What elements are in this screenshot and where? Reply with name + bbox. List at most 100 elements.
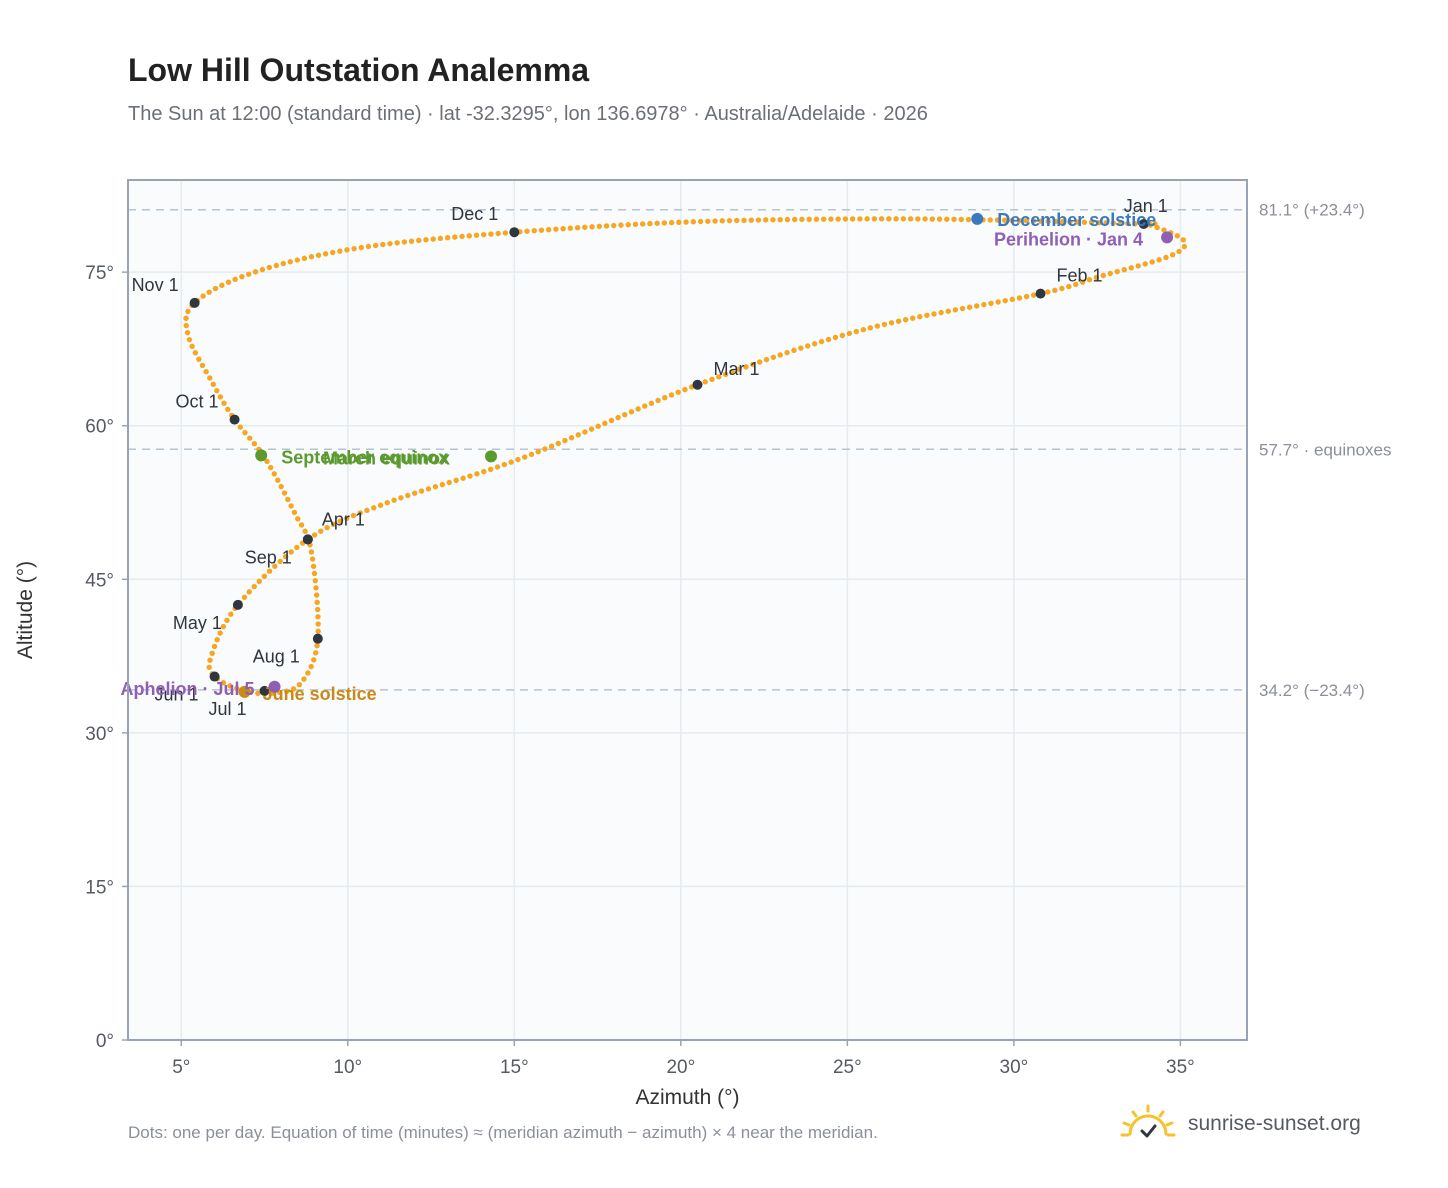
month-marker (232, 599, 243, 610)
daily-sun-dot (1030, 292, 1037, 298)
daily-sun-dot (239, 273, 245, 280)
daily-sun-dot (210, 381, 216, 388)
daily-sun-dot (839, 332, 846, 339)
daily-sun-dot (196, 356, 202, 362)
daily-sun-dot (661, 220, 668, 226)
daily-sun-dot (255, 690, 261, 696)
daily-sun-dot (1002, 297, 1008, 304)
daily-sun-dot (1103, 220, 1109, 226)
daily-sun-dot (207, 375, 213, 381)
daily-sun-dot (1059, 285, 1065, 292)
daily-sun-dot (625, 222, 631, 228)
daily-sun-dot (315, 252, 322, 258)
daily-sun-dot (467, 473, 473, 479)
daily-sun-dot (481, 231, 487, 238)
daily-sun-dot (278, 483, 284, 490)
daily-sun-dot (917, 314, 923, 320)
y-tick-label: 15° (85, 877, 114, 898)
daily-sun-dot (344, 515, 350, 522)
daily-sun-dot (974, 303, 980, 309)
daily-sun-dot (351, 245, 357, 252)
daily-sun-dot (799, 216, 805, 223)
daily-sun-dot (267, 464, 274, 471)
brand[interactable]: sunrise-sunset.org (1120, 1104, 1361, 1144)
daily-sun-dot (1107, 270, 1113, 277)
daily-sun-dot (1073, 281, 1079, 288)
daily-sun-dot (199, 362, 206, 369)
daily-sun-dot (910, 315, 916, 321)
daily-sun-dot (1023, 218, 1030, 224)
daily-sun-dot (654, 220, 660, 226)
event-label: September equinox (281, 447, 448, 467)
daily-sun-dot (750, 361, 756, 368)
daily-sun-dot (285, 496, 291, 503)
daily-sun-dot (288, 549, 294, 555)
daily-sun-dot (981, 301, 987, 308)
daily-sun-dot (538, 227, 545, 233)
daily-sun-dot (864, 216, 870, 222)
daily-sun-dot (1002, 217, 1008, 223)
chart-subtitle: The Sun at 12:00 (standard time) · lat -… (128, 103, 928, 125)
x-tick-label: 5° (172, 1057, 190, 1078)
month-label: Dec 1 (451, 204, 498, 224)
daily-sun-dot (1096, 219, 1102, 226)
daily-sun-dot (895, 318, 902, 324)
event-marker (268, 680, 281, 693)
daily-sun-dot (791, 216, 798, 223)
daily-sun-dot (945, 308, 951, 314)
daily-sun-dot (952, 307, 959, 313)
daily-sun-dot (183, 322, 189, 329)
daily-sun-dot (264, 458, 270, 465)
daily-sun-dot (1079, 279, 1086, 285)
daily-sun-dot (219, 282, 225, 288)
daily-sun-dot (798, 345, 804, 351)
daily-sun-dot (818, 338, 825, 345)
daily-sun-dot (439, 481, 446, 488)
daily-sun-dot (251, 583, 257, 590)
daily-sun-dot (1100, 272, 1106, 279)
daily-sun-dot (391, 497, 397, 503)
daily-sun-dot (965, 216, 972, 223)
month-marker (692, 379, 703, 390)
daily-sun-dot (287, 259, 293, 265)
daily-sun-dot (474, 471, 480, 477)
daily-sun-dot (528, 451, 535, 458)
daily-sun-dot (294, 257, 301, 263)
daily-sun-dot (1052, 287, 1058, 293)
daily-sun-dot (337, 248, 343, 254)
daily-sun-dot (958, 216, 964, 223)
reference-lines: 81.1° (+23.4°) 57.7° · equinoxes 34.2° (−2… (128, 201, 1392, 700)
daily-sun-dot (690, 219, 697, 225)
month-label: Feb 1 (1057, 266, 1103, 286)
daily-sun-dot (951, 216, 957, 223)
daily-sun-dot (298, 522, 305, 528)
daily-sun-dot (372, 242, 379, 249)
daily-sun-dot (729, 369, 736, 375)
daily-sun-dot (871, 216, 878, 222)
daily-sun-dot (330, 249, 336, 256)
month-label: Oct 1 (176, 392, 219, 412)
daily-sun-dot (881, 321, 888, 328)
daily-sun-dot (301, 255, 308, 262)
daily-sun-dot (189, 343, 195, 350)
daily-sun-dot (301, 676, 307, 682)
daily-sun-dot (221, 400, 227, 406)
daily-sun-dot (1121, 266, 1127, 273)
daily-sun-dot (371, 505, 377, 511)
daily-sun-dot (186, 336, 193, 343)
daily-sun-dot (853, 328, 860, 335)
daily-sun-dot (364, 507, 370, 514)
daily-sun-dot (312, 577, 318, 584)
daily-sun-dot (416, 237, 422, 244)
daily-sun-dot (314, 599, 320, 606)
daily-sun-dot (1088, 219, 1095, 226)
daily-sun-dot (560, 225, 566, 232)
daily-sun-dot (459, 233, 465, 240)
daily-sun-dot (736, 366, 742, 373)
daily-sun-dot (835, 216, 841, 222)
daily-sun-dot (1142, 261, 1148, 267)
daily-sun-dot (1045, 289, 1051, 295)
daily-sun-dot (398, 495, 404, 501)
daily-sun-dot (1067, 219, 1073, 225)
